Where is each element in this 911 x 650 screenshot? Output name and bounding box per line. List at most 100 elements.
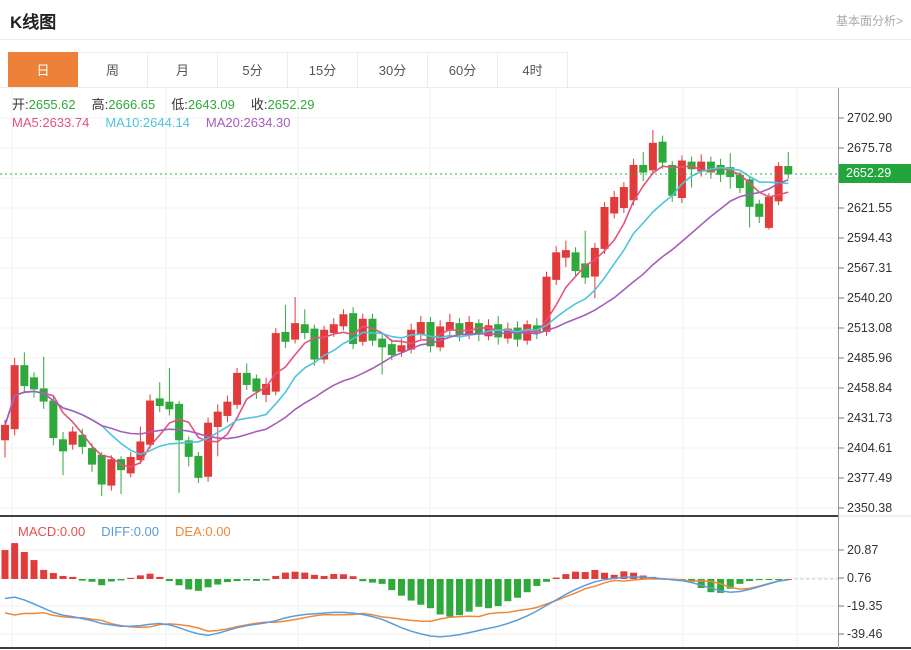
- legend-item: MACD:0.00: [18, 524, 86, 539]
- macd-bar: [765, 578, 773, 580]
- macd-bar: [165, 578, 173, 582]
- candle[interactable]: [271, 333, 280, 392]
- macd-bar: [339, 574, 347, 579]
- candle[interactable]: [378, 338, 387, 348]
- macd-bar: [69, 576, 77, 579]
- macd-bar: [359, 578, 367, 582]
- candle[interactable]: [291, 323, 300, 340]
- candle[interactable]: [146, 400, 155, 445]
- fundamental-analysis-link[interactable]: 基本面分析>: [835, 14, 903, 28]
- candle[interactable]: [49, 400, 58, 439]
- legend-item: MA20:2634.30: [205, 115, 291, 130]
- candle[interactable]: [310, 328, 319, 360]
- macd-bar: [446, 578, 454, 617]
- dea-line: [4, 578, 789, 632]
- macd-bar: [736, 578, 744, 584]
- candle[interactable]: [455, 323, 464, 336]
- candle[interactable]: [136, 441, 145, 461]
- candle[interactable]: [349, 313, 358, 345]
- candle[interactable]: [78, 434, 87, 447]
- macd-bar: [272, 575, 280, 579]
- candle[interactable]: [619, 187, 628, 208]
- candle[interactable]: [639, 164, 648, 173]
- candle[interactable]: [784, 166, 793, 175]
- tab-day[interactable]: 日: [8, 52, 78, 88]
- current-price-tag: 2652.29: [839, 164, 911, 184]
- candle[interactable]: [252, 378, 261, 392]
- candle[interactable]: [30, 377, 39, 390]
- candle[interactable]: [242, 372, 251, 385]
- candle[interactable]: [1, 424, 9, 441]
- macd-bar: [330, 573, 338, 579]
- tab-5min[interactable]: 5分: [218, 52, 288, 88]
- candle[interactable]: [194, 455, 203, 478]
- candle[interactable]: [175, 403, 184, 441]
- candle[interactable]: [610, 197, 619, 214]
- candle[interactable]: [668, 164, 677, 196]
- candle[interactable]: [300, 324, 309, 333]
- candle[interactable]: [213, 411, 222, 428]
- macd-bar: [523, 578, 531, 593]
- price-axis-label: 2567.31: [847, 260, 893, 275]
- macd-bar: [40, 569, 48, 579]
- candle[interactable]: [387, 344, 396, 356]
- candle[interactable]: [600, 206, 609, 249]
- price-axis-label: 2377.49: [847, 470, 893, 485]
- macd-bar: [107, 578, 115, 582]
- candle[interactable]: [223, 401, 232, 416]
- candle[interactable]: [397, 345, 406, 352]
- macd-bar: [388, 578, 396, 591]
- candle[interactable]: [165, 401, 174, 410]
- candle[interactable]: [407, 329, 416, 350]
- candle[interactable]: [20, 365, 29, 387]
- macd-bar: [543, 578, 551, 582]
- macd-bar: [301, 572, 309, 579]
- legend-item: DEA:0.00: [175, 524, 231, 539]
- tab-30min[interactable]: 30分: [358, 52, 428, 88]
- candle[interactable]: [561, 250, 570, 258]
- candle[interactable]: [755, 203, 764, 217]
- tab-60min[interactable]: 60分: [428, 52, 498, 88]
- macd-bar: [252, 578, 260, 581]
- macd-bar: [214, 578, 222, 585]
- candle[interactable]: [204, 422, 213, 477]
- candle[interactable]: [233, 372, 242, 405]
- candle[interactable]: [107, 459, 116, 486]
- macd-info-row: MACD:0.00 DIFF:0.00 DEA:0.00: [18, 524, 247, 539]
- candle[interactable]: [658, 141, 667, 163]
- candle[interactable]: [68, 431, 77, 445]
- candle[interactable]: [571, 252, 580, 272]
- candle[interactable]: [764, 197, 773, 228]
- candle[interactable]: [465, 322, 474, 336]
- legend-item: MA10:2644.14: [105, 115, 190, 130]
- candle[interactable]: [97, 454, 106, 485]
- interval-tabs: 日周月 5分 15分 30分 60分 4时: [8, 52, 568, 88]
- price-axis-label: 2702.90: [847, 110, 893, 125]
- diff-line: [4, 576, 789, 638]
- candle[interactable]: [88, 448, 97, 465]
- candle[interactable]: [184, 440, 193, 457]
- macd-axis-label: 0.76: [847, 570, 872, 585]
- candle[interactable]: [281, 331, 290, 342]
- tab-month[interactable]: 月: [148, 52, 218, 88]
- macd-bar: [223, 578, 231, 583]
- candle[interactable]: [339, 314, 348, 327]
- candle[interactable]: [320, 329, 329, 360]
- macd-bar: [775, 578, 783, 580]
- macd-bar: [407, 578, 415, 601]
- candle[interactable]: [677, 160, 686, 199]
- page-title: K线图: [10, 13, 57, 32]
- candle[interactable]: [329, 324, 338, 333]
- candle[interactable]: [59, 439, 68, 452]
- candle[interactable]: [552, 252, 561, 280]
- price-axis-label: 2458.84: [847, 380, 893, 395]
- candle[interactable]: [358, 318, 367, 342]
- macd-bar: [591, 569, 599, 579]
- candle[interactable]: [648, 142, 657, 171]
- candle[interactable]: [542, 276, 551, 332]
- candle[interactable]: [426, 322, 435, 347]
- candle[interactable]: [416, 322, 425, 335]
- candle[interactable]: [629, 164, 638, 201]
- candle[interactable]: [155, 398, 164, 406]
